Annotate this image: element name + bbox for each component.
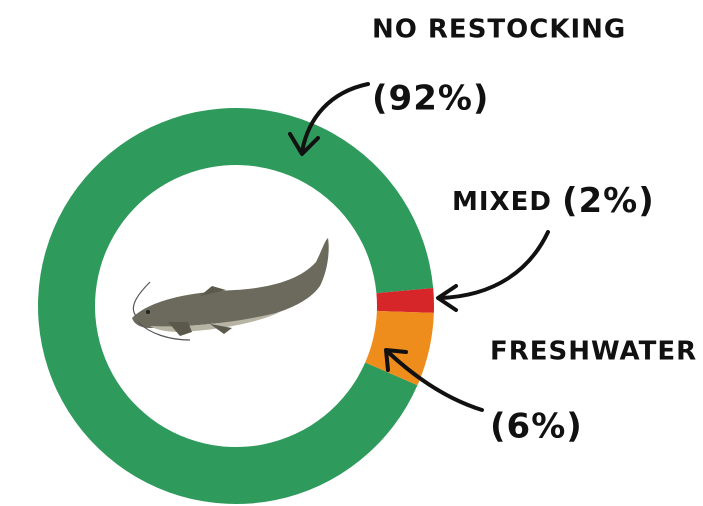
donut-slice (365, 310, 434, 386)
arrow (386, 350, 484, 412)
value-label: (92%) (372, 79, 489, 119)
arrow-head (384, 348, 408, 372)
donut-slice (376, 288, 434, 313)
slice-label: FRESHWATER (490, 337, 697, 367)
arrow (300, 82, 370, 154)
arrow (438, 230, 550, 300)
arrow-head (436, 284, 458, 312)
fish-illustration (132, 238, 329, 341)
donut (38, 107, 434, 504)
value-label: (6%) (490, 407, 583, 447)
value-label: (2%) (562, 181, 655, 221)
slice-label: MIXED (452, 187, 552, 217)
slice-label: NO RESTOCKING (372, 15, 626, 45)
arrow-head (288, 132, 320, 156)
slice-label-line: MIXED (2%) (452, 181, 655, 221)
